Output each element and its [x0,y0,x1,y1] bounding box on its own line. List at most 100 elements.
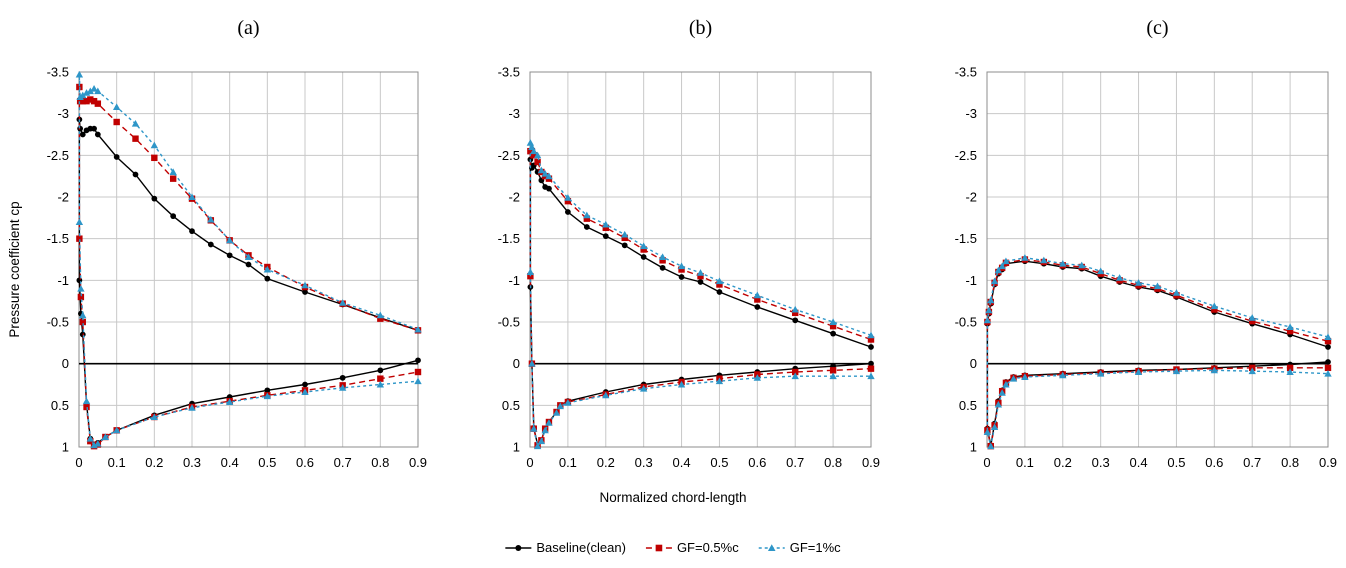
legend-label: GF=0.5%c [677,540,739,555]
data-point [1324,337,1332,345]
data-point [792,309,799,317]
data-point [1211,306,1218,313]
data-point [602,220,610,228]
data-point [226,252,233,259]
data-point [658,253,667,260]
y-tick-label: 0 [513,356,520,371]
x-tick-label: 0.4 [673,455,691,470]
data-point [169,175,177,182]
data-point [552,409,561,416]
data-point [76,93,84,100]
data-point [83,403,90,411]
data-point [76,235,83,242]
x-tick-label: 0.3 [1092,455,1110,470]
y-tick-label: -2.5 [47,148,69,163]
panels: (a)-3.5-3-2.5-2-1.5-1-0.500.510 0.1 0.2 0.3… [7,17,1337,470]
data-point [1324,364,1332,372]
panel-label: (b) [689,17,712,39]
data-point [302,289,308,295]
data-point [791,305,799,313]
data-point [1324,333,1332,340]
data-point [1009,374,1018,382]
data-point [151,195,158,202]
data-point [188,404,196,411]
x-tick-label: 0.6 [748,455,766,470]
x-tick-label: 0 [983,455,990,470]
data-point [527,147,534,155]
data-point [583,211,591,219]
data-point [207,241,214,248]
data-point [113,154,120,160]
data-point [1210,366,1219,374]
data-point [556,402,564,410]
data-point [112,103,121,110]
x-tick-label: 0.8 [824,455,842,470]
series-triangle [75,70,422,449]
data-point [207,215,215,223]
legend-label: Baseline(clean) [536,540,626,555]
series-line [529,150,872,447]
data-point [621,230,629,238]
data-point [526,139,535,146]
data-point [302,381,308,388]
series-triangle [983,254,1332,450]
data-point [77,125,84,132]
data-point [75,70,84,78]
data-point [376,311,385,319]
data-point [659,257,666,264]
x-tick-label: 0.5 [258,455,276,470]
data-point [696,269,705,276]
data-point [583,224,590,230]
data-point [1325,344,1331,350]
x-tick-label: 0.9 [409,455,427,470]
data-point [264,275,271,282]
data-point [640,254,647,260]
data-point [867,372,875,380]
series-triangle [526,139,875,450]
data-point [264,387,271,394]
data-point [94,439,102,447]
data-point [151,154,158,162]
data-point [76,97,84,105]
data-point [77,293,85,301]
y-axis-title: Pressure coefficient cp [7,201,22,337]
data-point [541,426,549,434]
data-point [987,442,995,450]
series-line [78,119,419,446]
x-tick-label: 0 [75,455,82,470]
data-point [132,135,139,142]
data-point [697,279,704,285]
data-point [602,224,609,232]
data-point [830,330,836,337]
data-point [82,397,91,405]
x-tick-label: 0.7 [334,455,352,470]
data-point [983,428,992,435]
data-point [868,360,874,367]
panel-b: (b)-3.5-3-2.5-2-1.5-1-0.500.510 0.1 0.2 0.3… [498,17,880,470]
data-point [1286,323,1294,330]
x-tick-label: 0.9 [1319,455,1337,470]
grid [530,72,871,447]
data-point [245,261,252,268]
data-point [376,380,385,388]
data-point [639,242,648,250]
data-point [113,118,120,126]
series-line [529,142,872,448]
data-point [169,168,177,175]
data-point [263,392,272,400]
x-tick-label: 0.2 [145,455,163,470]
data-point [1248,314,1256,321]
x-tick-label: 0.5 [710,455,728,470]
x-tick-label: 0.1 [108,455,126,470]
y-tick-label: 0 [62,356,69,371]
data-point [1134,368,1143,375]
data-point [867,331,875,339]
y-tick-label: -1.5 [955,231,977,246]
data-point [86,434,94,442]
y-tick-label: -2.5 [955,148,977,163]
data-point [150,141,159,149]
data-point [537,437,546,445]
data-point [94,87,102,95]
y-tick-label: -2 [508,190,520,205]
